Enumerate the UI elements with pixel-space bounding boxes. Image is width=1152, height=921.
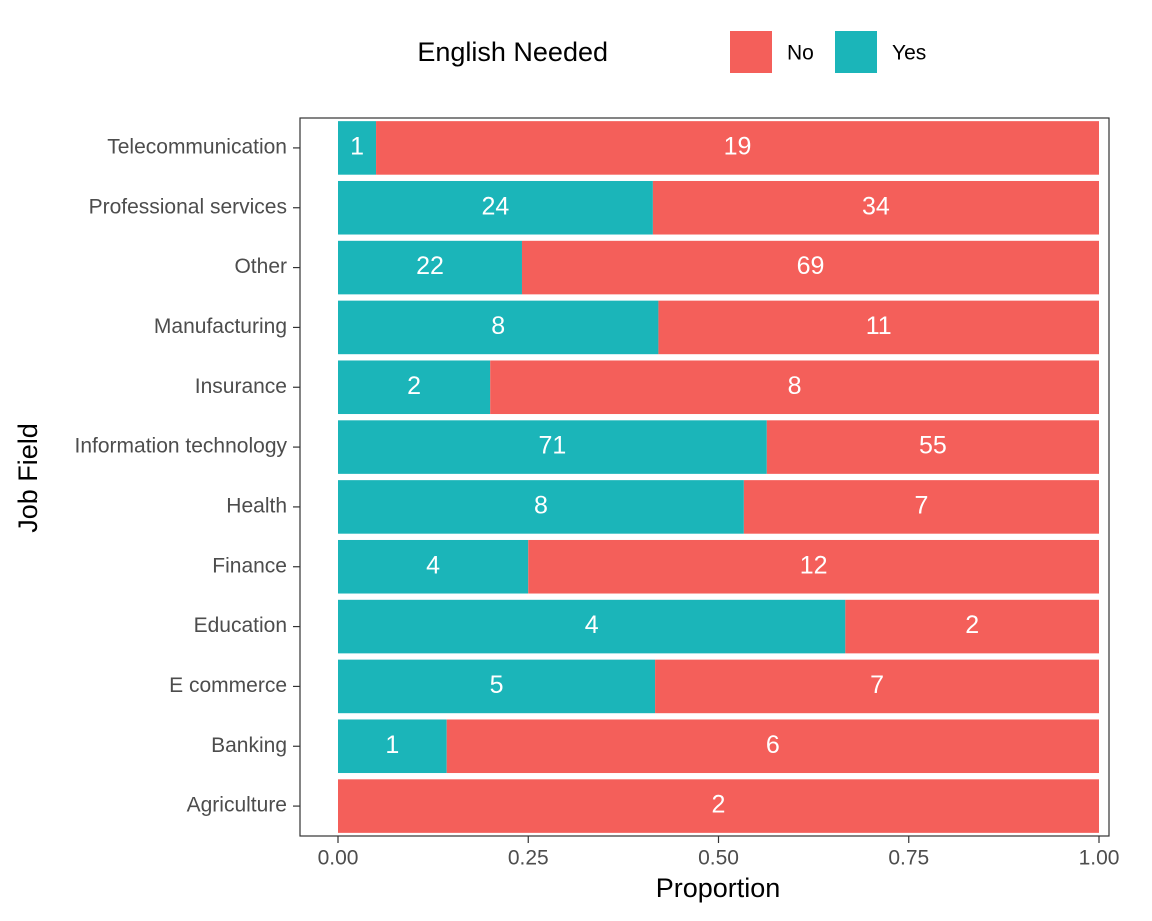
y-tick-label: Insurance xyxy=(195,375,287,398)
data-label: 71 xyxy=(539,432,567,460)
y-tick-label: Professional services xyxy=(89,195,287,218)
data-label: 69 xyxy=(797,252,825,280)
y-axis-title: Job Field xyxy=(13,423,43,533)
x-tick-label: 1.00 xyxy=(1079,847,1120,870)
x-tick-label: 0.75 xyxy=(888,847,929,870)
data-label: 5 xyxy=(490,671,504,699)
bar-segment xyxy=(338,300,659,355)
bar-segment xyxy=(521,240,1099,295)
bar-segment xyxy=(338,659,656,714)
data-label: 7 xyxy=(870,671,884,699)
legend-title: English Needed xyxy=(417,37,608,67)
data-label: 2 xyxy=(712,791,726,819)
legend-label: Yes xyxy=(892,42,926,65)
y-tick-label: Information technology xyxy=(75,435,288,458)
data-label: 22 xyxy=(416,252,444,280)
bar-segment xyxy=(743,480,1099,534)
bar-segment xyxy=(338,121,377,175)
bar-segment xyxy=(490,360,1099,415)
data-label: 34 xyxy=(862,192,890,220)
bar-segment xyxy=(338,779,1099,833)
y-tick-label: E commerce xyxy=(169,674,287,697)
data-label: 4 xyxy=(585,611,599,639)
bar-segment xyxy=(338,360,491,415)
bar-segment xyxy=(766,420,1099,474)
data-label: 8 xyxy=(788,372,802,400)
bar-segment xyxy=(446,719,1099,774)
y-tick-label: Education xyxy=(194,614,287,637)
data-label: 6 xyxy=(766,731,780,759)
y-tick-label: Health xyxy=(226,494,287,517)
bar-segment xyxy=(652,180,1099,235)
panel-border xyxy=(299,117,1110,837)
data-label: 4 xyxy=(426,551,440,579)
data-label: 55 xyxy=(919,432,947,460)
data-label: 12 xyxy=(800,551,828,579)
bar-segment xyxy=(845,599,1099,654)
x-tick-label: 0.50 xyxy=(698,847,739,870)
data-label: 2 xyxy=(407,372,421,400)
bar-segment xyxy=(338,480,744,534)
x-tick-label: 0.00 xyxy=(318,847,359,870)
bar-segment xyxy=(338,180,653,235)
data-label: 8 xyxy=(491,312,505,340)
legend-key xyxy=(835,31,877,73)
data-label: 1 xyxy=(385,731,399,759)
bar-segment xyxy=(658,300,1099,355)
legend-key xyxy=(730,31,772,73)
data-label: 19 xyxy=(724,133,752,161)
data-label: 7 xyxy=(914,492,928,520)
bar-segment xyxy=(338,719,447,774)
y-tick-label: Finance xyxy=(212,554,287,577)
bar-segment xyxy=(655,659,1099,714)
bar-segment xyxy=(528,539,1099,594)
x-tick-label: 0.25 xyxy=(508,847,549,870)
bar-segment xyxy=(338,420,767,474)
y-tick-label: Agriculture xyxy=(187,794,287,817)
data-label: 2 xyxy=(965,611,979,639)
bar-segment xyxy=(376,121,1099,175)
y-tick-label: Other xyxy=(234,255,287,278)
bar-segment xyxy=(338,240,522,295)
legend-label: No xyxy=(787,42,814,65)
x-axis-title: Proportion xyxy=(656,873,781,903)
y-tick-label: Manufacturing xyxy=(154,315,287,338)
y-tick-label: Banking xyxy=(211,734,287,757)
bar-segment xyxy=(338,539,529,594)
bar-segment xyxy=(338,599,846,654)
data-label: 8 xyxy=(534,492,548,520)
y-tick-label: Telecommunication xyxy=(107,135,287,158)
data-label: 11 xyxy=(866,312,892,340)
data-label: 24 xyxy=(482,192,510,220)
data-label: 1 xyxy=(350,133,364,161)
